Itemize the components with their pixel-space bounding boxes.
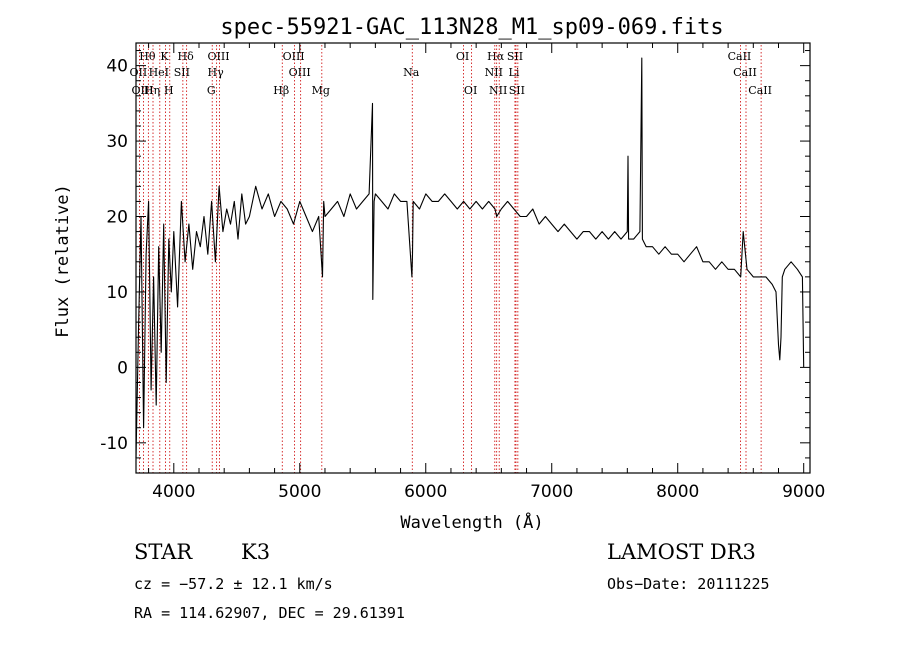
spectral-line-label: G bbox=[207, 84, 216, 97]
x-axis-label: Wavelength (Å) bbox=[400, 511, 543, 533]
series-group bbox=[135, 57, 805, 458]
spectral-line-label: Hγ bbox=[208, 66, 225, 79]
spectral-line-label: OII bbox=[130, 66, 148, 79]
spectral-line-label: OIII bbox=[283, 50, 305, 63]
spectral-line-label: NII bbox=[489, 84, 507, 97]
spectral-line-label: NII bbox=[485, 66, 503, 79]
x-tick-label: 8000 bbox=[656, 482, 699, 502]
spectral-line-label: OI bbox=[456, 50, 469, 63]
y-tick-label: 20 bbox=[106, 208, 128, 228]
spectral-line-label: H bbox=[164, 84, 174, 97]
y-tick-label: -10 bbox=[100, 434, 128, 454]
spectral-line-label: CaII bbox=[748, 84, 772, 97]
sky-coordinates: RA = 114.62907, DEC = 29.61391 bbox=[134, 604, 405, 622]
axis-ticks: 4000 5000 6000 7000 8000 9000 -10 0 10 20 30 40 bbox=[100, 43, 825, 502]
series-line-spectrum bbox=[135, 57, 805, 458]
spectral-line-label: HeI bbox=[149, 66, 169, 79]
x-tick-label: 5000 bbox=[278, 482, 321, 502]
spectral-line-label: SII bbox=[509, 84, 525, 97]
object-subclass: K3 bbox=[241, 540, 271, 564]
spectral-line-label: OIII bbox=[207, 50, 229, 63]
y-axis-label: Flux (relative) bbox=[53, 184, 73, 338]
x-tick-label: 7000 bbox=[530, 482, 573, 502]
x-tick-label: 9000 bbox=[782, 482, 825, 502]
plot-frame bbox=[135, 42, 811, 474]
spectral-line-label: Li bbox=[509, 66, 520, 79]
chart-title: spec-55921-GAC_113N28_M1_sp09-069.fits bbox=[220, 15, 723, 40]
spectral-line-label: Hη bbox=[144, 84, 160, 97]
spectral-line-label: Hα bbox=[487, 50, 505, 63]
x-tick-label: 4000 bbox=[152, 482, 195, 502]
spectral-line-label: SII bbox=[174, 66, 190, 79]
spectral-line-label: CaII bbox=[733, 66, 757, 79]
y-tick-label: 10 bbox=[106, 283, 128, 303]
x-tick-label: 6000 bbox=[404, 482, 447, 502]
spectral-line-label: Mg bbox=[312, 84, 330, 97]
y-tick-label: 40 bbox=[106, 57, 128, 77]
y-tick-label: 30 bbox=[106, 132, 128, 152]
survey-name: LAMOST DR3 bbox=[607, 540, 756, 564]
spectral-line-label: OI bbox=[464, 84, 477, 97]
y-tick-label: 0 bbox=[117, 358, 128, 378]
spectral-line-label: OIII bbox=[132, 84, 154, 97]
object-class: STAR bbox=[134, 540, 193, 564]
spectral-line-label: CaII bbox=[728, 50, 752, 63]
redshift-cz: cz = −57.2 ± 12.1 km/s bbox=[134, 575, 333, 593]
spectral-line-label: K bbox=[160, 50, 169, 63]
spectral-line-label: OIII bbox=[289, 66, 311, 79]
spectral-line-label: Hβ bbox=[273, 84, 289, 97]
spectral-line-label: Na bbox=[403, 66, 420, 79]
observation-date: Obs−Date: 20111225 bbox=[607, 575, 770, 593]
spectral-line-label: Hδ bbox=[178, 50, 195, 63]
